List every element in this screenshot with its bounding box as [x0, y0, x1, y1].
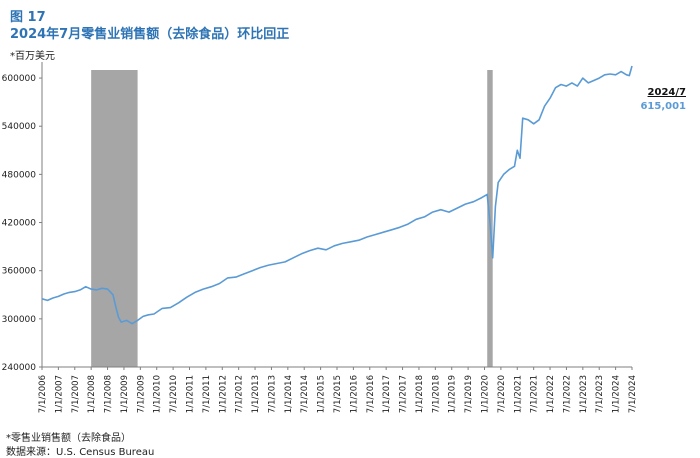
unit-label: *百万美元 — [10, 51, 55, 62]
x-tick-label: 1/1/2023 — [579, 375, 589, 413]
x-tick-label: 1/1/2013 — [251, 375, 261, 413]
x-tick-label: 7/1/2011 — [202, 375, 212, 413]
x-tick-label: 1/1/2021 — [513, 375, 523, 413]
x-tick-label: 1/1/2015 — [317, 375, 327, 413]
x-tick-label: 1/1/2012 — [218, 375, 228, 413]
x-tick-label: 7/1/2024 — [628, 375, 638, 413]
source-note: 数据来源：U.S. Census Bureau — [6, 447, 155, 458]
x-tick-label: 7/1/2015 — [333, 375, 343, 413]
x-tick-label: 1/1/2022 — [546, 375, 556, 413]
x-tick-label: 7/1/2020 — [497, 375, 507, 413]
series-line — [41, 65, 633, 325]
x-tick-label: 1/1/2008 — [87, 375, 97, 413]
x-axis: 7/1/2006 1/1/2007 7/1/2007 1/1/2008 7/1/2008… — [38, 366, 638, 413]
figure-label: 图 17 — [10, 10, 46, 25]
x-tick-label: 7/1/2014 — [300, 375, 310, 413]
x-tick-label: 7/1/2010 — [169, 375, 179, 413]
x-tick-label: 7/1/2022 — [562, 375, 572, 413]
x-tick-label: 7/1/2016 — [366, 375, 376, 413]
x-tick-label: 1/1/2017 — [382, 375, 392, 413]
x-tick-label: 7/1/2018 — [431, 375, 441, 413]
y-axis: 240000 300000 360000 420000 480000 540000 6000… — [2, 62, 43, 373]
x-tick-label: 7/1/2009 — [136, 375, 146, 413]
x-tick-label: 1/1/2014 — [284, 375, 294, 413]
x-tick-label: 7/1/2008 — [104, 375, 114, 413]
x-tick-label: 7/1/2012 — [235, 375, 245, 413]
x-tick-label: 7/1/2006 — [38, 375, 48, 413]
latest-value-annotation: 2024/7 615,001 — [640, 87, 686, 112]
x-tick-label: 7/1/2013 — [267, 375, 277, 413]
y-tick-label: 240000 — [2, 363, 37, 373]
x-tick-label: 7/1/2017 — [399, 375, 409, 413]
shade-period-0 — [91, 70, 138, 367]
x-tick-label: 1/1/2018 — [415, 375, 425, 413]
annotation-value: 615,001 — [640, 101, 686, 112]
x-tick-label: 1/1/2009 — [120, 375, 130, 413]
annotation-date: 2024/7 — [648, 87, 686, 98]
x-tick-label: 1/1/2010 — [153, 375, 163, 413]
x-tick-label: 1/1/2007 — [54, 375, 64, 413]
y-tick-label: 480000 — [2, 170, 37, 180]
x-tick-label: 7/1/2007 — [71, 375, 81, 413]
x-tick-label: 7/1/2021 — [530, 375, 540, 413]
x-tick-label: 1/1/2020 — [481, 375, 491, 413]
x-tick-label: 1/1/2016 — [349, 375, 359, 413]
chart-title: 2024年7月零售业销售额（去除食品）环比回正 — [10, 27, 290, 42]
y-tick-label: 300000 — [2, 315, 37, 325]
footnote: *零售业销售额（去除食品） — [6, 433, 131, 444]
y-tick-label: 600000 — [2, 74, 37, 84]
recession-shading — [91, 70, 493, 367]
y-tick-label: 420000 — [2, 219, 37, 229]
y-tick-label: 360000 — [2, 267, 37, 277]
x-tick-label: 1/1/2019 — [448, 375, 458, 413]
y-tick-label: 540000 — [2, 122, 37, 132]
x-tick-label: 1/1/2024 — [612, 375, 622, 413]
x-tick-label: 7/1/2023 — [595, 375, 605, 413]
x-tick-label: 7/1/2019 — [464, 375, 474, 413]
x-tick-label: 1/1/2011 — [186, 375, 196, 413]
